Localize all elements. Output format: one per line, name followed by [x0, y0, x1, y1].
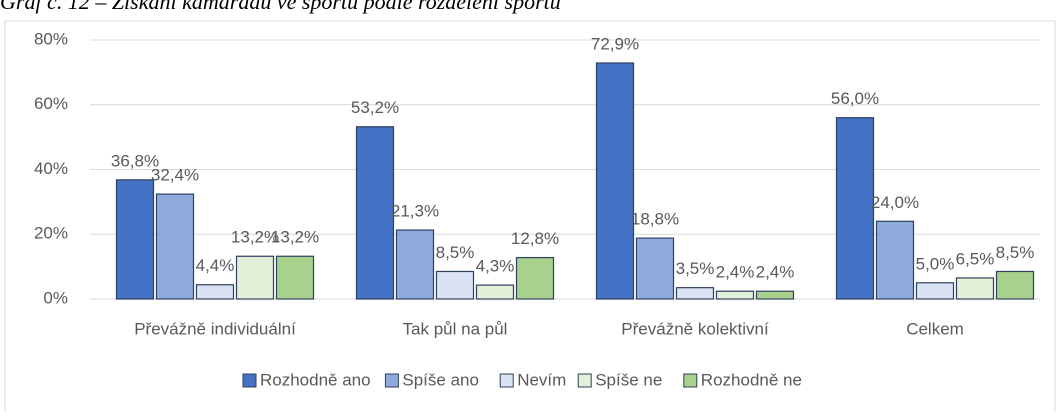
y-tick-label: 40% — [34, 159, 68, 178]
x-tick-label: Tak půl na půl — [403, 319, 508, 338]
data-label: 18,8% — [631, 210, 679, 229]
y-tick-label: 0% — [43, 288, 68, 307]
bar — [635, 237, 675, 300]
bar — [275, 255, 315, 300]
legend-label: Rozhodně ano — [260, 370, 371, 389]
data-label: 56,0% — [831, 89, 879, 108]
bar — [395, 229, 435, 300]
data-label: 8,5% — [436, 243, 475, 262]
data-label: 24,0% — [871, 193, 919, 212]
bar — [115, 179, 155, 300]
legend-swatch — [577, 373, 592, 388]
bar — [515, 256, 555, 300]
data-label: 8,5% — [996, 243, 1035, 262]
legend-swatch — [499, 373, 514, 388]
bar — [475, 284, 515, 300]
data-label: 12,8% — [511, 229, 559, 248]
legend-swatch — [683, 373, 698, 388]
bar — [875, 220, 915, 300]
legend-swatch — [384, 373, 399, 388]
bar — [235, 255, 275, 300]
bar — [195, 284, 235, 300]
data-label: 72,9% — [591, 34, 639, 53]
bar — [915, 282, 955, 300]
data-label: 5,0% — [916, 254, 955, 273]
data-label: 53,2% — [351, 98, 399, 117]
bar — [835, 117, 875, 300]
legend-swatch — [242, 373, 257, 388]
data-label: 21,3% — [391, 202, 439, 221]
data-label: 4,3% — [476, 257, 515, 276]
data-label: 13,2% — [231, 228, 279, 247]
y-tick-label: 80% — [34, 29, 68, 48]
bar — [755, 290, 795, 300]
chart-title: Graf č. 12 – Získání kamarádů ve sportu … — [0, 0, 561, 14]
data-label: 32,4% — [151, 166, 199, 185]
x-tick-label: Převážně individuální — [134, 319, 296, 338]
bar — [675, 287, 715, 300]
legend-label: Rozhodně ne — [701, 370, 802, 389]
data-label: 36,8% — [111, 151, 159, 170]
y-tick-label: 20% — [34, 224, 68, 243]
data-label: 3,5% — [676, 259, 715, 278]
bar — [595, 62, 635, 300]
y-tick-label: 60% — [34, 94, 68, 113]
bar — [435, 270, 475, 300]
bar — [355, 126, 395, 300]
bar — [715, 290, 755, 300]
x-tick-label: Převážně kolektivní — [621, 319, 769, 338]
bar — [155, 193, 195, 300]
bar — [955, 277, 995, 300]
bar — [995, 270, 1035, 300]
data-label: 2,4% — [716, 263, 755, 282]
data-label: 6,5% — [956, 249, 995, 268]
data-label: 4,4% — [196, 256, 235, 275]
x-tick-label: Celkem — [906, 319, 964, 338]
data-label: 13,2% — [271, 228, 319, 247]
legend-label: Nevím — [517, 370, 566, 389]
legend-label: Spíše ano — [402, 370, 479, 389]
legend-label: Spíše ne — [595, 370, 662, 389]
data-label: 2,4% — [756, 263, 795, 282]
